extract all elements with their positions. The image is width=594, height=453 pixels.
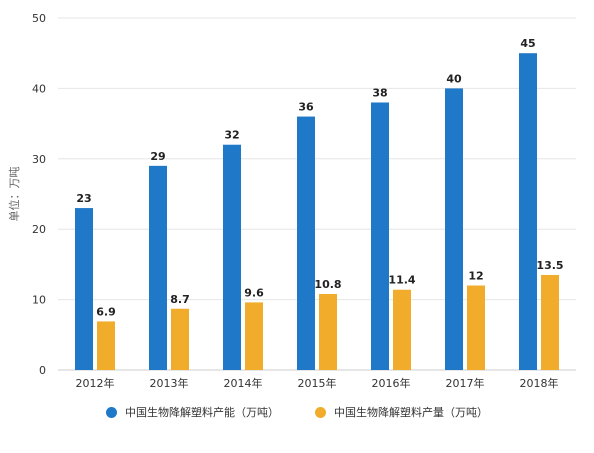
bar-capacity — [297, 116, 315, 370]
data-label: 6.9 — [96, 305, 116, 318]
x-tick-label: 2018年 — [520, 376, 559, 390]
bar-capacity — [75, 208, 93, 370]
x-tick-label: 2012年 — [76, 376, 115, 390]
y-axis-label: 单位：万吨 — [7, 167, 21, 222]
data-label: 40 — [446, 72, 462, 85]
bar-output — [319, 293, 337, 370]
bar-output — [97, 321, 115, 370]
y-tick-label: 40 — [32, 82, 46, 95]
bar-capacity — [223, 144, 241, 370]
data-label: 9.6 — [244, 286, 264, 299]
data-label: 11.4 — [388, 274, 415, 287]
x-tick-label: 2016年 — [372, 376, 411, 390]
x-tick-label: 2015年 — [298, 376, 337, 390]
x-tick-label: 2014年 — [224, 376, 263, 390]
data-label: 32 — [224, 129, 239, 142]
bar-capacity — [519, 53, 537, 370]
legend-item-capacity[interactable]: 中国生物降解塑料产能（万吨） — [106, 404, 279, 420]
data-label: 10.8 — [314, 278, 341, 291]
bar-output — [245, 302, 263, 370]
legend-label-capacity: 中国生物降解塑料产能（万吨） — [125, 406, 279, 419]
bar-output — [541, 274, 559, 370]
x-tick-label: 2013年 — [150, 376, 189, 390]
data-label: 29 — [150, 150, 165, 163]
bar-output — [393, 289, 411, 370]
y-tick-label: 30 — [32, 153, 46, 166]
data-label: 36 — [298, 101, 314, 114]
bar-capacity — [149, 165, 167, 370]
bar-capacity — [371, 102, 389, 370]
data-label: 38 — [372, 86, 387, 99]
y-tick-label: 10 — [32, 294, 46, 307]
bar-output — [467, 285, 485, 370]
legend-swatch-output — [315, 406, 326, 418]
bar-output — [171, 308, 189, 370]
data-label: 45 — [520, 37, 535, 50]
legend: 中国生物降解塑料产能（万吨） 中国生物降解塑料产量（万吨） — [0, 404, 594, 420]
legend-item-output[interactable]: 中国生物降解塑料产量（万吨） — [315, 404, 488, 420]
y-tick-label: 20 — [32, 223, 46, 236]
legend-label-output: 中国生物降解塑料产量（万吨） — [334, 406, 488, 419]
data-label: 12 — [468, 270, 483, 283]
legend-swatch-capacity — [106, 406, 117, 418]
data-label: 13.5 — [536, 259, 563, 272]
y-tick-label: 50 — [32, 12, 46, 25]
x-tick-label: 2017年 — [446, 376, 485, 390]
bar-capacity — [445, 88, 463, 371]
data-label: 23 — [76, 192, 91, 205]
y-tick-label: 0 — [39, 364, 46, 377]
data-label: 8.7 — [170, 293, 190, 306]
